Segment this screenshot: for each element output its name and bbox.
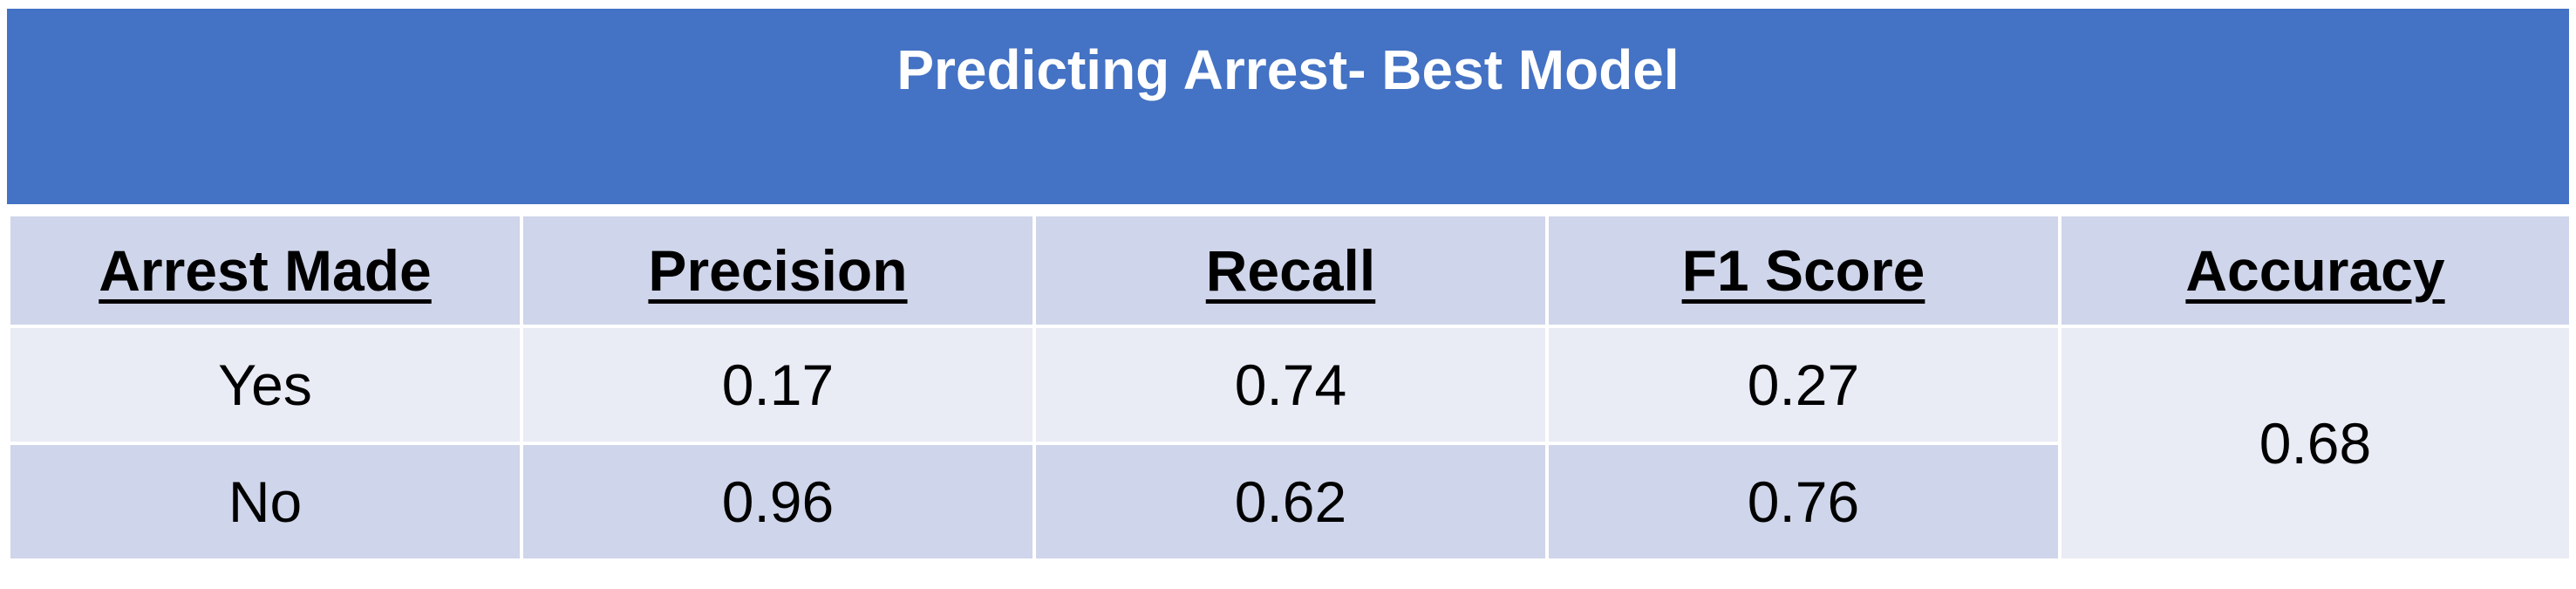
cell-recall: 0.62 [1032, 442, 1549, 562]
cell-arrest-made: Yes [7, 325, 523, 445]
header-row: Arrest Made Precision Recall F1 Score Ac… [7, 213, 2573, 328]
results-slide: Predicting Arrest- Best Model Arrest Mad… [7, 9, 2573, 581]
cell-f1-score: 0.27 [1545, 325, 2061, 445]
cell-precision: 0.17 [520, 325, 1036, 445]
metrics-table: Arrest Made Precision Recall F1 Score Ac… [7, 213, 2573, 562]
cell-accuracy: 0.68 [2058, 325, 2573, 562]
cell-recall: 0.74 [1032, 325, 1549, 445]
header-recall: Recall [1032, 213, 1549, 328]
header-arrest-made: Arrest Made [7, 213, 523, 328]
cell-precision: 0.96 [520, 442, 1036, 562]
header-accuracy: Accuracy [2058, 213, 2573, 328]
table-row: No 0.96 0.62 0.76 [7, 442, 2571, 562]
cell-arrest-made: No [7, 442, 523, 562]
cell-f1-score: 0.76 [1545, 442, 2061, 562]
header-precision: Precision [520, 213, 1036, 328]
table-row: Yes 0.17 0.74 0.27 0.68 [7, 325, 2573, 562]
header-f1-score: F1 Score [1545, 213, 2061, 328]
title-banner: Predicting Arrest- Best Model [7, 9, 2569, 204]
page-title: Predicting Arrest- Best Model [896, 38, 1680, 101]
